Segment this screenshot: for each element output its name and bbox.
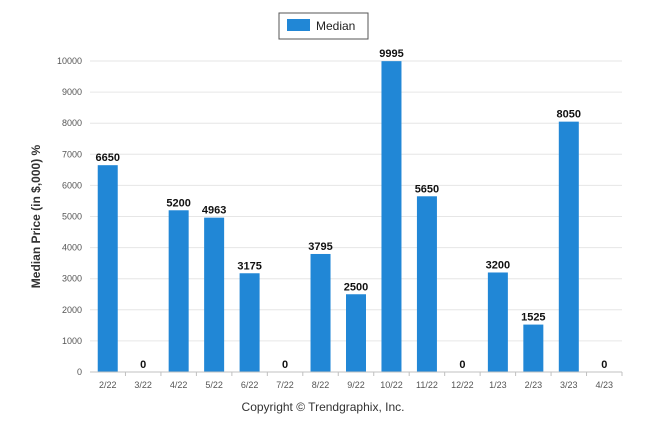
bar-value-label: 5200 (166, 197, 190, 209)
x-tick-label: 6/22 (241, 380, 259, 390)
bar (239, 273, 260, 372)
bar-value-label: 3175 (237, 260, 261, 272)
y-tick-label: 7000 (62, 149, 82, 159)
x-tick-label: 12/22 (451, 380, 474, 390)
bar-value-label: 0 (601, 359, 607, 371)
bar (487, 272, 508, 372)
bar-value-label: 3795 (308, 241, 332, 253)
copyright-footer: Copyright © Trendgraphix, Inc. (241, 400, 405, 414)
bar (523, 324, 544, 372)
bar (346, 294, 366, 372)
x-tick-label: 3/22 (134, 380, 152, 390)
bar (97, 165, 118, 372)
y-axis-label: Median Price (in $,000) % (29, 144, 43, 288)
bar (416, 196, 437, 372)
y-tick-label: 5000 (62, 212, 82, 222)
bars: 6650 0 5200 4963 3175 0 3795 2500 9995 5650 0 3200 1… (95, 48, 607, 373)
bar (204, 217, 225, 372)
bar (381, 61, 402, 373)
bar (310, 253, 331, 372)
legend: Median (278, 12, 369, 40)
bar-value-label: 1525 (521, 312, 545, 324)
x-tick-label: 1/23 (489, 380, 507, 390)
x-tick-label: 5/22 (205, 380, 223, 390)
y-tick-label: 6000 (62, 180, 82, 190)
bar-value-label: 4963 (202, 205, 226, 217)
legend-label: Median (316, 19, 355, 33)
x-tick-label: 4/22 (170, 380, 188, 390)
x-tick-label: 2/23 (525, 380, 543, 390)
bar-value-label: 2500 (344, 281, 368, 293)
bar (558, 121, 579, 373)
x-tick-label: 9/22 (347, 380, 365, 390)
bar-value-label: 0 (140, 359, 146, 371)
bar-value-label: 3200 (486, 259, 510, 271)
bar-value-label: 8050 (557, 109, 581, 121)
y-tick-label: 8000 (62, 118, 82, 128)
x-tick-label: 7/22 (276, 380, 294, 390)
bar-value-label: 9995 (379, 48, 403, 60)
bar (168, 210, 189, 372)
x-tick-label: 2/22 (99, 380, 117, 390)
x-tick-label: 3/23 (560, 380, 578, 390)
y-axis-ticks: 0 1000 2000 3000 4000 5000 6000 7000 8000 9000 100… (57, 56, 82, 377)
x-tick-label: 10/22 (380, 380, 403, 390)
y-tick-label: 1000 (62, 336, 82, 346)
x-tick-label: 8/22 (312, 380, 330, 390)
y-tick-label: 9000 (62, 87, 82, 97)
y-tick-label: 0 (77, 367, 82, 377)
y-tick-label: 2000 (62, 305, 82, 315)
x-tick-label: 11/22 (416, 380, 438, 390)
y-tick-label: 3000 (62, 274, 82, 284)
bar-value-label: 0 (459, 359, 465, 371)
bar-value-label: 5650 (415, 183, 439, 195)
legend-swatch (287, 19, 310, 31)
bar-value-label: 6650 (95, 152, 119, 164)
y-tick-label: 4000 (62, 243, 82, 253)
y-tick-label: 10000 (57, 56, 82, 66)
x-tick-label: 4/23 (596, 380, 614, 390)
x-axis-ticks: 2/22 3/22 4/22 5/22 6/22 7/22 8/22 9/22 10/22 11/… (99, 372, 623, 390)
bar-value-label: 0 (282, 359, 288, 371)
